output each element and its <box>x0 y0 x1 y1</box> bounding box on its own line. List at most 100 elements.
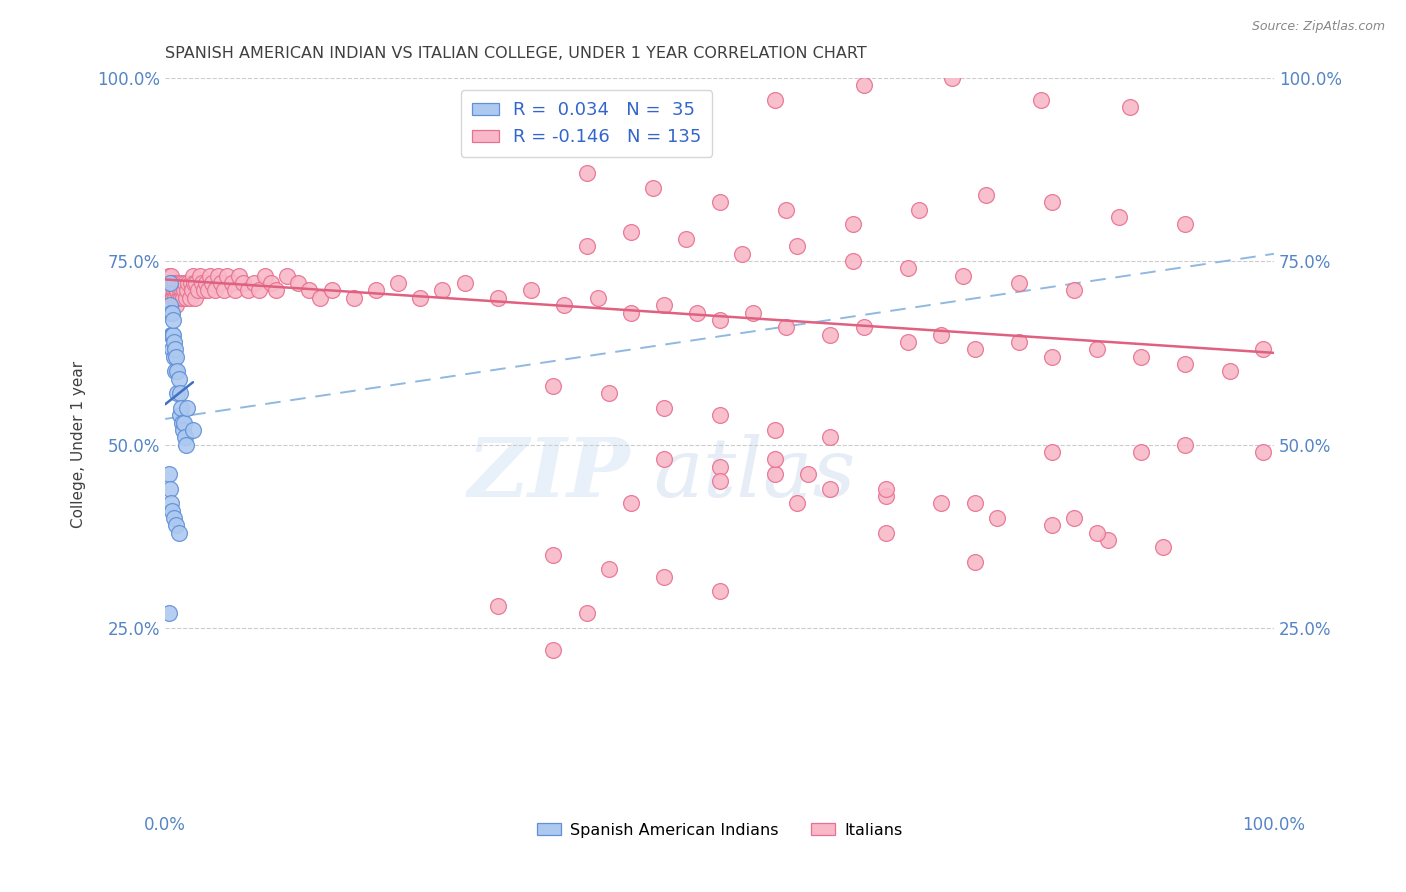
Point <box>652 298 675 312</box>
Point <box>875 525 897 540</box>
Point <box>165 298 187 312</box>
Point <box>159 284 181 298</box>
Point <box>820 482 842 496</box>
Point <box>174 430 197 444</box>
Point <box>157 607 180 621</box>
Point <box>841 218 863 232</box>
Point <box>172 291 194 305</box>
Point <box>159 327 181 342</box>
Point <box>160 276 183 290</box>
Point <box>169 284 191 298</box>
Point <box>686 305 709 319</box>
Point <box>170 284 193 298</box>
Point <box>852 320 875 334</box>
Point <box>170 276 193 290</box>
Point <box>180 284 202 298</box>
Point <box>298 284 321 298</box>
Point <box>243 276 266 290</box>
Point <box>620 496 643 510</box>
Point <box>1119 100 1142 114</box>
Point <box>1251 342 1274 356</box>
Point <box>387 276 409 290</box>
Point <box>165 350 187 364</box>
Point <box>173 416 195 430</box>
Point <box>543 379 565 393</box>
Point <box>157 467 180 481</box>
Point <box>160 503 183 517</box>
Point <box>543 548 565 562</box>
Point <box>264 284 287 298</box>
Point <box>160 327 183 342</box>
Point <box>253 268 276 283</box>
Point <box>575 166 598 180</box>
Point <box>1152 541 1174 555</box>
Point <box>620 305 643 319</box>
Point <box>575 239 598 253</box>
Point <box>775 320 797 334</box>
Point <box>165 284 187 298</box>
Point <box>820 430 842 444</box>
Point <box>169 386 191 401</box>
Point <box>852 78 875 92</box>
Point <box>1108 210 1130 224</box>
Point <box>897 334 920 349</box>
Point <box>941 70 963 85</box>
Point <box>929 496 952 510</box>
Point <box>797 467 820 481</box>
Point <box>309 291 332 305</box>
Point <box>259 276 281 290</box>
Point <box>159 268 181 283</box>
Point <box>763 467 786 481</box>
Point <box>184 291 207 305</box>
Point <box>974 188 997 202</box>
Point <box>1129 445 1152 459</box>
Point <box>1008 334 1031 349</box>
Point <box>166 386 188 401</box>
Y-axis label: College, Under 1 year: College, Under 1 year <box>72 361 86 528</box>
Point <box>173 284 195 298</box>
Point <box>174 437 197 451</box>
Point <box>652 401 675 415</box>
Point <box>167 291 190 305</box>
Point <box>963 496 986 510</box>
Point <box>486 291 509 305</box>
Point <box>641 180 664 194</box>
Point <box>207 268 229 283</box>
Point <box>775 202 797 217</box>
Point <box>165 291 187 305</box>
Point <box>232 276 254 290</box>
Point <box>786 496 808 510</box>
Point <box>841 254 863 268</box>
Point <box>1008 276 1031 290</box>
Point <box>520 284 543 298</box>
Point <box>575 607 598 621</box>
Point <box>709 584 731 599</box>
Point <box>1174 437 1197 451</box>
Point <box>929 327 952 342</box>
Point <box>763 423 786 437</box>
Point <box>228 268 250 283</box>
Point <box>1219 364 1241 378</box>
Point <box>159 298 181 312</box>
Point <box>166 284 188 298</box>
Point <box>731 247 754 261</box>
Point <box>786 239 808 253</box>
Point <box>1174 357 1197 371</box>
Point <box>172 423 194 437</box>
Point <box>169 409 191 423</box>
Point <box>652 452 675 467</box>
Point <box>908 202 931 217</box>
Point <box>321 284 343 298</box>
Point <box>188 268 211 283</box>
Point <box>1174 218 1197 232</box>
Point <box>217 268 239 283</box>
Point <box>675 232 697 246</box>
Point <box>170 401 193 415</box>
Point <box>1129 350 1152 364</box>
Point <box>1097 533 1119 547</box>
Point <box>224 284 246 298</box>
Point <box>543 643 565 657</box>
Point <box>162 327 184 342</box>
Point <box>163 334 186 349</box>
Point <box>952 268 974 283</box>
